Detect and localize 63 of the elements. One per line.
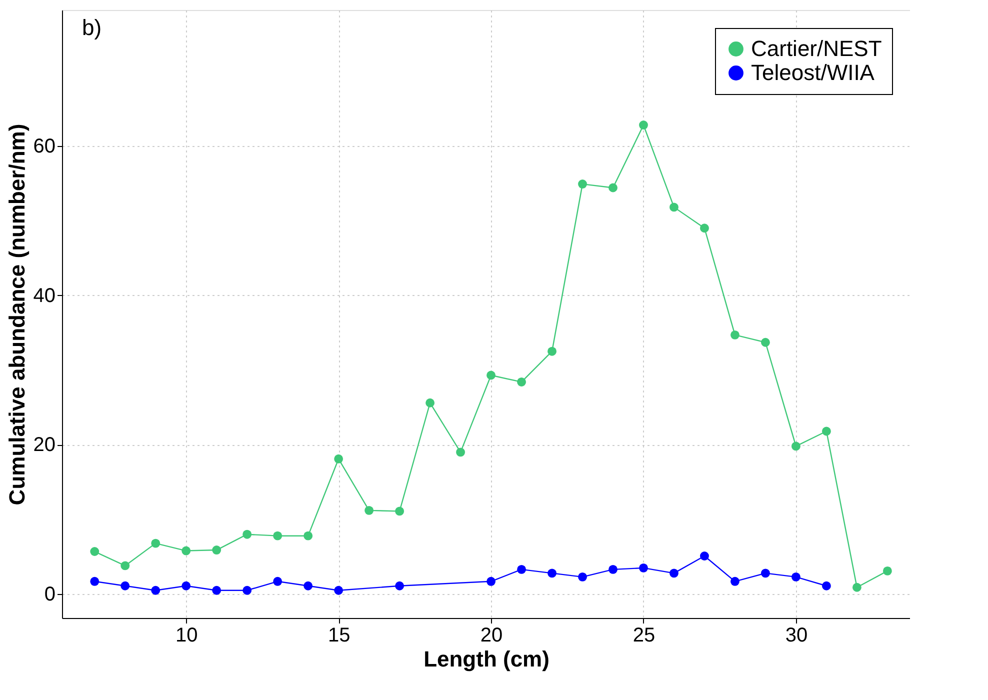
point: [822, 426, 831, 436]
point: [608, 564, 618, 574]
point: [212, 546, 222, 554]
point: [639, 120, 648, 130]
point: [730, 576, 740, 586]
point: [578, 572, 587, 582]
x-tick-label: 10: [175, 624, 198, 646]
y-tick-label: 60: [33, 135, 56, 158]
y-tick-label: 0: [44, 584, 56, 606]
point: [700, 552, 709, 560]
point: [304, 531, 313, 540]
point: [517, 564, 526, 574]
point: [700, 224, 709, 233]
x-tick-label: 15: [328, 624, 350, 646]
point: [242, 530, 252, 539]
point: [608, 183, 618, 192]
point: [120, 561, 130, 570]
y-tick-label: 40: [33, 284, 56, 307]
point: [670, 568, 678, 578]
point: [90, 547, 100, 556]
point: [242, 586, 252, 595]
point: [304, 581, 313, 590]
point: [182, 546, 191, 556]
legend-label: Teleost/WIIA: [751, 60, 875, 85]
point: [760, 338, 770, 347]
point: [151, 538, 160, 548]
point: [486, 370, 496, 380]
point: [548, 568, 556, 578]
point: [639, 563, 648, 572]
point: [882, 566, 892, 576]
point: [273, 576, 282, 586]
point: [456, 448, 466, 457]
y-tick-label: 20: [33, 434, 56, 456]
point: [182, 581, 191, 590]
point: [151, 586, 160, 595]
x-tick-label: 30: [785, 624, 808, 646]
annotation: b): [82, 15, 102, 40]
point: [730, 330, 740, 340]
point: [334, 586, 344, 595]
point: [395, 581, 404, 590]
point: [364, 506, 374, 515]
point: [548, 346, 556, 356]
x-tick-label: 20: [480, 624, 503, 646]
point: [395, 506, 404, 516]
point: [90, 576, 100, 586]
x-tick-label: 25: [632, 624, 656, 646]
y-axis-title: Cumulative abundance (number/nm): [4, 124, 30, 506]
point: [791, 442, 800, 451]
point: [486, 576, 496, 586]
point: [791, 572, 800, 582]
point: [670, 202, 678, 212]
point: [578, 180, 587, 188]
point: [852, 582, 862, 592]
point: [120, 581, 130, 590]
point: [212, 586, 222, 595]
point: [273, 531, 282, 540]
point: [760, 568, 770, 578]
point: [517, 378, 526, 386]
legend-label: Cartier/NEST: [751, 36, 882, 61]
point: [334, 454, 344, 464]
x-axis-title: Length (cm): [424, 646, 550, 672]
point: [426, 398, 435, 408]
point: [822, 581, 831, 590]
